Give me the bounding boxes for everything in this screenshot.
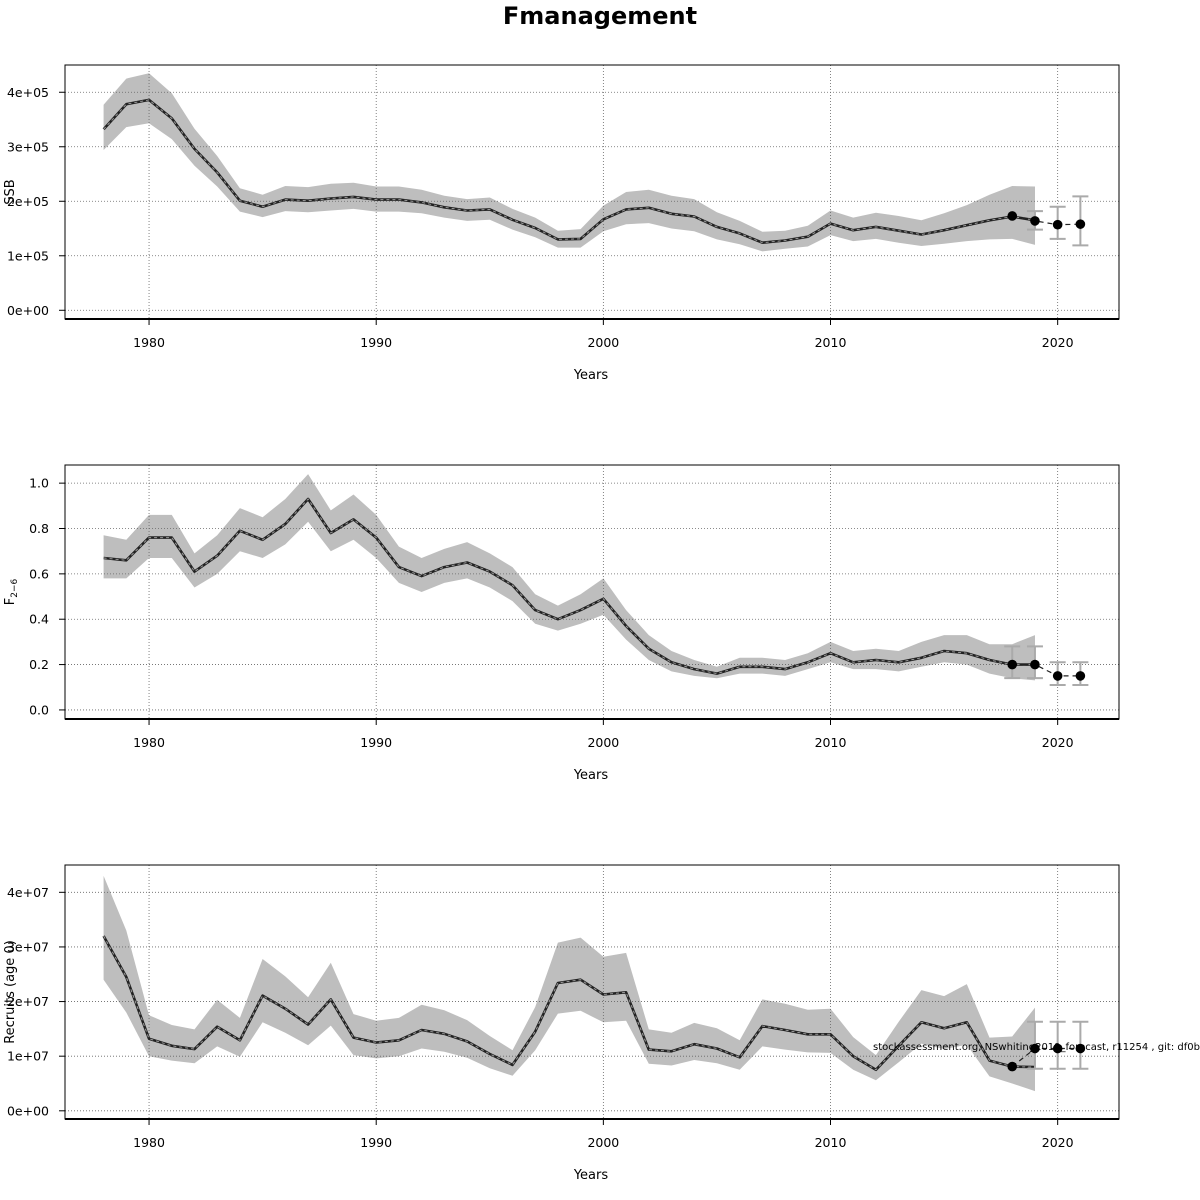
f-estimate-dash bbox=[103, 498, 1035, 675]
f-forecast-point-2018 bbox=[1007, 659, 1018, 670]
ssb-xtick-label-1980: 1980 bbox=[133, 335, 165, 350]
ssb-forecast-point-2021 bbox=[1075, 219, 1086, 229]
panel-ssb: 1980 1990 2000 2010 2020 0e+00 1e+05 2e+05 3e+05… bbox=[3, 64, 1120, 383]
f-xtick-label-1990: 1990 bbox=[360, 735, 392, 750]
f-xtick-label-2000: 2000 bbox=[587, 735, 619, 750]
ssb-ytick-label-3e+05: 3e+05 bbox=[7, 139, 49, 154]
f-xtick-label-2010: 2010 bbox=[815, 735, 847, 750]
rec-forecast-line bbox=[1011, 1047, 1081, 1068]
ssb-forecast-point-2018 bbox=[1007, 211, 1018, 221]
ssb-estimate-dash bbox=[103, 99, 1036, 244]
rec-ytick-label-3e+07: 3e+07 bbox=[7, 939, 49, 954]
ssb-xtick-label-1990: 1990 bbox=[360, 335, 392, 350]
rec-forecast-point-2019 bbox=[1030, 1043, 1040, 1054]
ssb-forecast-point-2019 bbox=[1030, 216, 1040, 226]
figure-title: Fmanagement bbox=[503, 2, 697, 30]
rec-ytick-label-0e+00: 0e+00 bbox=[7, 1103, 49, 1118]
ssb-xtick-label-2010: 2010 bbox=[815, 335, 847, 350]
f-y-axis-label: F2−6 bbox=[3, 578, 20, 605]
rec-estimate-dash bbox=[103, 935, 1036, 1071]
ssb-ytick-label-1e+05: 1e+05 bbox=[7, 248, 49, 263]
ssb-ytick-label-0e+00: 0e+00 bbox=[7, 303, 49, 318]
f-forecast-point-2019 bbox=[1030, 659, 1040, 670]
f-x-axis-label: Years bbox=[573, 768, 609, 783]
rec-ytick-label-2e+07: 2e+07 bbox=[7, 994, 49, 1009]
ssb-ytick-label-2e+05: 2e+05 bbox=[7, 194, 49, 209]
ssb-forecast-point-2020 bbox=[1052, 219, 1063, 230]
ssb-confidence-band bbox=[103, 73, 1036, 252]
f-confidence-band bbox=[103, 474, 1036, 681]
rec-forecast-point-2018 bbox=[1007, 1061, 1018, 1072]
rec-x-axis-label: Years bbox=[573, 1168, 609, 1183]
rec-xtick-label-2000: 2000 bbox=[587, 1135, 619, 1150]
rec-confidence-band bbox=[103, 875, 1036, 1092]
f-ytick-label-0.0: 0.0 bbox=[29, 702, 49, 717]
ssb-xtick-label-2020: 2020 bbox=[1042, 335, 1074, 350]
rec-xtick-label-2010: 2010 bbox=[815, 1135, 847, 1150]
rec-xtick-label-2020: 2020 bbox=[1042, 1135, 1074, 1150]
f-ytick-label-0.6: 0.6 bbox=[29, 566, 49, 581]
f-ytick-label-1.0: 1.0 bbox=[29, 476, 49, 491]
f-xtick-label-1980: 1980 bbox=[133, 735, 165, 750]
f-ytick-label-0.8: 0.8 bbox=[29, 521, 49, 536]
ssb-x-axis-label: Years bbox=[573, 368, 609, 383]
credit-text: stockassessment.org, NSwhiting2019_forec… bbox=[873, 1042, 1200, 1053]
f-ytick-label-0.2: 0.2 bbox=[29, 657, 49, 672]
f-forecast-point-2020 bbox=[1052, 671, 1063, 681]
f-forecast-point-2021 bbox=[1075, 671, 1086, 681]
ssb-y-axis-label: SSB bbox=[3, 179, 18, 204]
ssb-forecast-line bbox=[1012, 215, 1081, 226]
f-forecast-line bbox=[1012, 663, 1081, 677]
f-ytick-label-0.4: 0.4 bbox=[29, 612, 49, 627]
f-xtick-label-2020: 2020 bbox=[1042, 735, 1074, 750]
ssb-xtick-label-2000: 2000 bbox=[587, 335, 619, 350]
rec-forecast-point-2021 bbox=[1075, 1043, 1086, 1054]
panels: 1980 1990 2000 2010 2020 0e+00 1e+05 2e+05 3e+05… bbox=[3, 64, 1120, 1183]
rec-ytick-label-4e+07: 4e+07 bbox=[7, 885, 49, 900]
rec-ytick-label-1e+07: 1e+07 bbox=[7, 1049, 49, 1064]
rec-xtick-label-1990: 1990 bbox=[360, 1135, 392, 1150]
rec-xtick-label-1980: 1980 bbox=[133, 1135, 165, 1150]
panel-rec: 1980 1990 2000 2010 2020 0e+00 1e+07 2e+07 3e+07… bbox=[3, 864, 1120, 1183]
panel-f: 1980 1990 2000 2010 2020 0.0 0.2 0.4 0.6 0.8 1.0 Ye… bbox=[3, 464, 1120, 783]
rec-forecast-point-2020 bbox=[1052, 1043, 1063, 1054]
ssb-ytick-label-4e+05: 4e+05 bbox=[7, 85, 49, 100]
rec-y-axis-label: Recruits (age 0) bbox=[3, 940, 18, 1044]
